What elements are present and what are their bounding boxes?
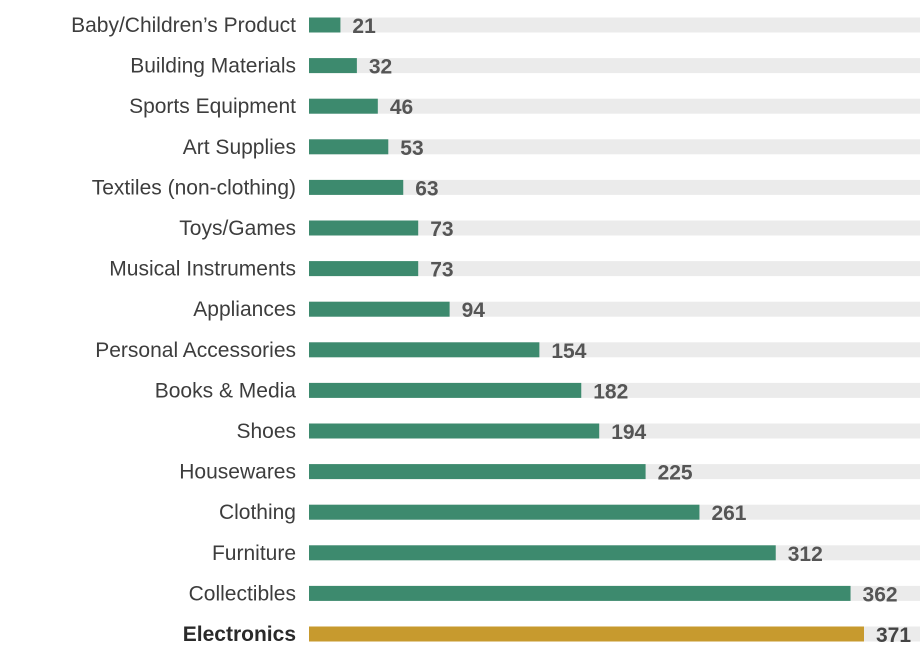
category-label-toys-games: Toys/Games xyxy=(179,217,296,240)
value-label-books-media: 182 xyxy=(593,380,628,403)
bar-baby-children-s-product xyxy=(309,17,341,33)
bar-track-sports-equipment xyxy=(309,98,920,114)
category-label-appliances: Appliances xyxy=(193,298,296,321)
bar-textiles-non-clothing xyxy=(309,179,404,195)
category-label-art-supplies: Art Supplies xyxy=(183,136,296,159)
bar-track-art-supplies xyxy=(309,139,920,155)
bars xyxy=(309,17,864,642)
category-label-shoes: Shoes xyxy=(236,420,296,443)
bar-building-materials xyxy=(309,58,357,74)
bar-track-textiles-non-clothing xyxy=(309,179,920,195)
value-label-sports-equipment: 46 xyxy=(390,96,413,119)
value-label-art-supplies: 53 xyxy=(400,137,423,160)
bar-musical-instruments xyxy=(309,261,419,277)
category-labels: Baby/Children’s Product Building Material… xyxy=(71,14,296,646)
bar-electronics xyxy=(309,626,864,642)
bar-housewares xyxy=(309,464,646,480)
bar-clothing xyxy=(309,504,700,520)
bar-personal-accessories xyxy=(309,342,540,358)
bar-shoes xyxy=(309,423,600,439)
bar-track-toys-games xyxy=(309,220,920,236)
category-label-musical-instruments: Musical Instruments xyxy=(109,258,296,281)
value-label-building-materials: 32 xyxy=(369,56,392,79)
value-label-housewares: 225 xyxy=(658,462,693,485)
category-label-personal-accessories: Personal Accessories xyxy=(95,339,296,362)
category-label-sports-equipment: Sports Equipment xyxy=(129,95,296,118)
category-label-collectibles: Collectibles xyxy=(189,582,296,605)
bar-toys-games xyxy=(309,220,419,236)
value-label-clothing: 261 xyxy=(711,502,746,525)
category-label-housewares: Housewares xyxy=(179,461,296,484)
bar-sports-equipment xyxy=(309,98,378,114)
category-label-textiles-non-clothing: Textiles (non-clothing) xyxy=(92,176,296,199)
value-labels: 21 32 46 53 63 73 73 94 154 182 194 225 261 312 362 371 xyxy=(352,15,911,646)
bar-track-building-materials xyxy=(309,58,920,74)
category-label-electronics: Electronics xyxy=(183,623,296,646)
bar-track-musical-instruments xyxy=(309,261,920,277)
value-label-collectibles: 362 xyxy=(863,583,898,606)
bar-collectibles xyxy=(309,585,851,601)
bar-furniture xyxy=(309,545,776,561)
value-label-musical-instruments: 73 xyxy=(430,259,453,282)
category-label-furniture: Furniture xyxy=(212,542,296,565)
category-label-books-media: Books & Media xyxy=(155,379,297,402)
value-label-furniture: 312 xyxy=(788,543,823,566)
bar-books-media xyxy=(309,382,582,398)
bar-appliances xyxy=(309,301,450,317)
value-label-toys-games: 73 xyxy=(430,218,453,241)
bar-track-appliances xyxy=(309,301,920,317)
bar-track-baby-children-s-product xyxy=(309,17,920,33)
category-label-baby-children-s-product: Baby/Children’s Product xyxy=(71,14,296,37)
value-label-appliances: 94 xyxy=(462,299,486,322)
value-label-textiles-non-clothing: 63 xyxy=(415,177,438,200)
value-label-baby-children-s-product: 21 xyxy=(352,15,376,38)
bar-art-supplies xyxy=(309,139,389,155)
value-label-electronics: 371 xyxy=(876,624,911,646)
value-label-shoes: 194 xyxy=(611,421,646,444)
value-label-personal-accessories: 154 xyxy=(551,340,586,363)
category-label-building-materials: Building Materials xyxy=(130,55,296,78)
category-label-clothing: Clothing xyxy=(219,501,296,524)
